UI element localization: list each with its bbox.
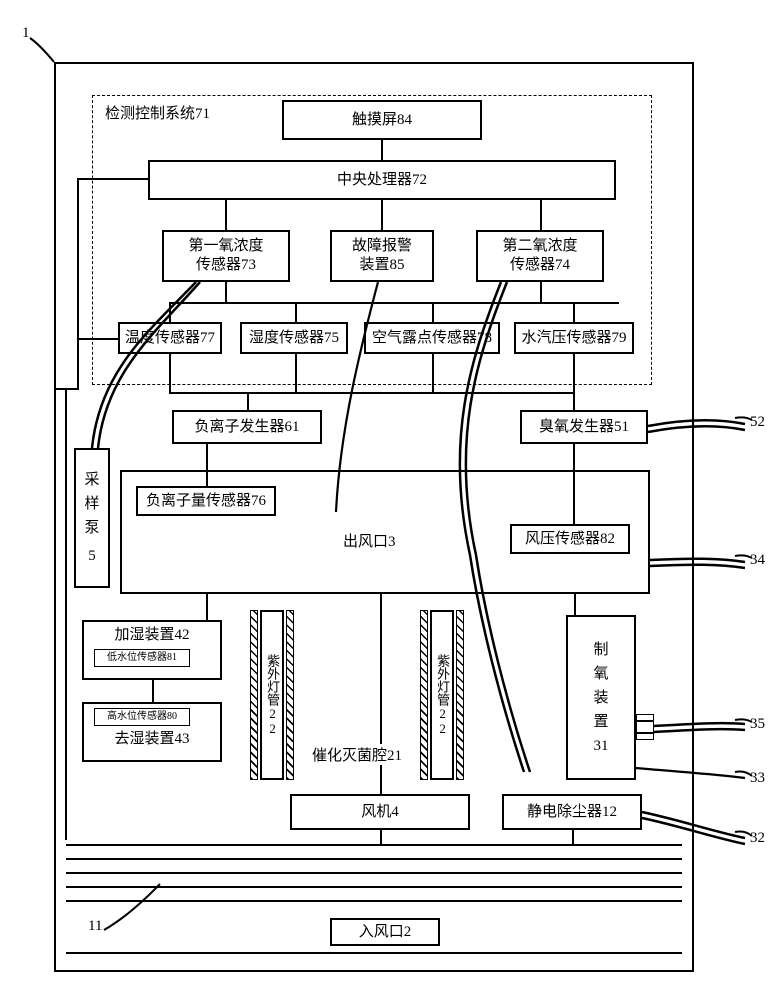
- conn-bus-h: [169, 302, 619, 304]
- dehumidifier: 高水位传感器80 去湿装置43: [82, 702, 222, 762]
- air-inlet: 入风口2: [330, 918, 440, 946]
- valve-tick1: [636, 720, 654, 722]
- temp-label: 温度传感器77: [125, 329, 215, 348]
- bus-vapor: [573, 302, 575, 322]
- sampler-l2: 样: [84, 492, 99, 516]
- oxygen-valve: [636, 714, 654, 740]
- fan-block: 风机4: [290, 794, 470, 830]
- touchscreen-block: 触摸屏84: [282, 100, 482, 140]
- conn-cpu-fault: [381, 200, 383, 230]
- ion-sensor-label: 负离子量传感器76: [146, 492, 266, 511]
- bus2-ozone: [573, 392, 575, 410]
- conn-temp-down: [169, 354, 171, 392]
- callout-34: 34: [750, 552, 765, 569]
- o2-1-label: 第一氧浓度传感器73: [188, 237, 263, 275]
- fan-label: 风机4: [361, 803, 399, 822]
- callout-11: 11: [88, 918, 102, 935]
- ozone-block: 臭氧发生器51: [520, 410, 648, 444]
- conn-ion-outlet: [206, 444, 208, 486]
- uv-right-hatch-l: [420, 610, 428, 780]
- ion-sensor: 负离子量传感器76: [136, 486, 276, 516]
- humidity-sensor: 湿度传感器75: [240, 322, 348, 354]
- wind-label: 风压传感器82: [525, 530, 615, 549]
- humidifier-label: 加湿装置42: [88, 626, 216, 645]
- esp-down: [572, 830, 574, 844]
- uv-left-hatch-l: [250, 610, 258, 780]
- grille-1: [66, 858, 682, 860]
- oxygen-generator: 制 氧 装 置 31: [566, 615, 636, 780]
- cpu-left-bus: [77, 178, 79, 388]
- conn-humid-down: [295, 354, 297, 392]
- temp-sensor: 温度传感器77: [118, 322, 222, 354]
- o2-2-label: 第二氧浓度传感器74: [502, 237, 577, 275]
- bus2-h: [169, 392, 575, 394]
- callout-1: 1: [22, 25, 30, 42]
- grille-2: [66, 872, 682, 874]
- control-system-title: 检测控制系统71: [105, 102, 210, 123]
- sampler-l3: 泵: [84, 516, 99, 540]
- sampler-pump: 采 样 泵 5: [74, 448, 110, 588]
- bus-dew: [432, 302, 434, 322]
- vapor-sensor: 水汽压传感器79: [514, 322, 634, 354]
- grille-4: [66, 900, 682, 902]
- conn-ozone-outlet: [573, 444, 575, 524]
- dewpoint-sensor: 空气露点传感器78: [364, 322, 500, 354]
- cpu-block: 中央处理器72: [148, 160, 616, 200]
- conn-dew-down: [432, 354, 434, 392]
- sampler-l1: 采: [84, 468, 99, 492]
- sterilize-label: 催化灭菌腔21: [310, 744, 404, 765]
- bus-branch-sampler: [54, 388, 79, 390]
- conn-o2-down: [540, 282, 542, 302]
- conn-cpu-o2: [540, 200, 542, 230]
- dew-label: 空气露点传感器78: [372, 329, 492, 348]
- uv-left-hatch-r: [286, 610, 294, 780]
- conn-o1-down: [225, 282, 227, 302]
- humidifier: 加湿装置42 低水位传感器81: [82, 620, 222, 680]
- sampler-5: 5: [88, 544, 96, 568]
- esp-block: 静电除尘器12: [502, 794, 642, 830]
- low-level-sensor: 低水位传感器81: [94, 649, 190, 667]
- fault-label: 故障报警装置85: [352, 237, 412, 275]
- ionizer-label: 负离子发生器61: [194, 418, 299, 437]
- high-level-sensor: 高水位传感器80: [94, 708, 190, 726]
- callout-32: 32: [750, 830, 765, 847]
- o2-sensor-1: 第一氧浓度传感器73: [162, 230, 290, 282]
- callout-52: 52: [750, 414, 765, 431]
- grille-bot: [66, 952, 682, 954]
- touchscreen-label: 触摸屏84: [352, 111, 412, 130]
- conn-cpu-o1: [225, 200, 227, 230]
- fault-alarm: 故障报警装置85: [330, 230, 434, 282]
- cpu-left-out: [77, 178, 148, 180]
- grille-3: [66, 886, 682, 888]
- uv-tube-left: 紫外灯管22: [260, 610, 284, 780]
- vapor-label: 水汽压传感器79: [521, 329, 626, 348]
- diagram-canvas: 1 检测控制系统71 触摸屏84 中央处理器72 第一氧浓度传感器73 故障报警…: [0, 0, 781, 1000]
- callout-33: 33: [750, 770, 765, 787]
- ionizer-block: 负离子发生器61: [172, 410, 322, 444]
- dehumidifier-label: 去湿装置43: [88, 730, 216, 749]
- valve-tick2: [636, 732, 654, 734]
- uv-right-hatch-r: [456, 610, 464, 780]
- ozone-label: 臭氧发生器51: [539, 418, 629, 437]
- cpu-label: 中央处理器72: [337, 171, 427, 190]
- bus-branch-temp: [77, 338, 118, 340]
- outlet-label: 出风口3: [343, 530, 396, 551]
- inlet-label: 入风口2: [359, 923, 412, 942]
- humidity-label: 湿度传感器75: [249, 329, 339, 348]
- callout-35: 35: [750, 716, 765, 733]
- o2-sensor-2: 第二氧浓度传感器74: [476, 230, 604, 282]
- bus-temp: [169, 302, 171, 322]
- conn-touch-cpu: [381, 140, 383, 160]
- wind-pressure-sensor: 风压传感器82: [510, 524, 630, 554]
- fan-down: [380, 830, 382, 844]
- grille-top: [66, 844, 682, 846]
- conn-vapor-down: [573, 354, 575, 392]
- humid-bus: [152, 680, 154, 702]
- uv-tube-right: 紫外灯管22: [430, 610, 454, 780]
- bus-humid: [295, 302, 297, 322]
- esp-label: 静电除尘器12: [527, 803, 617, 822]
- bus2-ion: [247, 392, 249, 410]
